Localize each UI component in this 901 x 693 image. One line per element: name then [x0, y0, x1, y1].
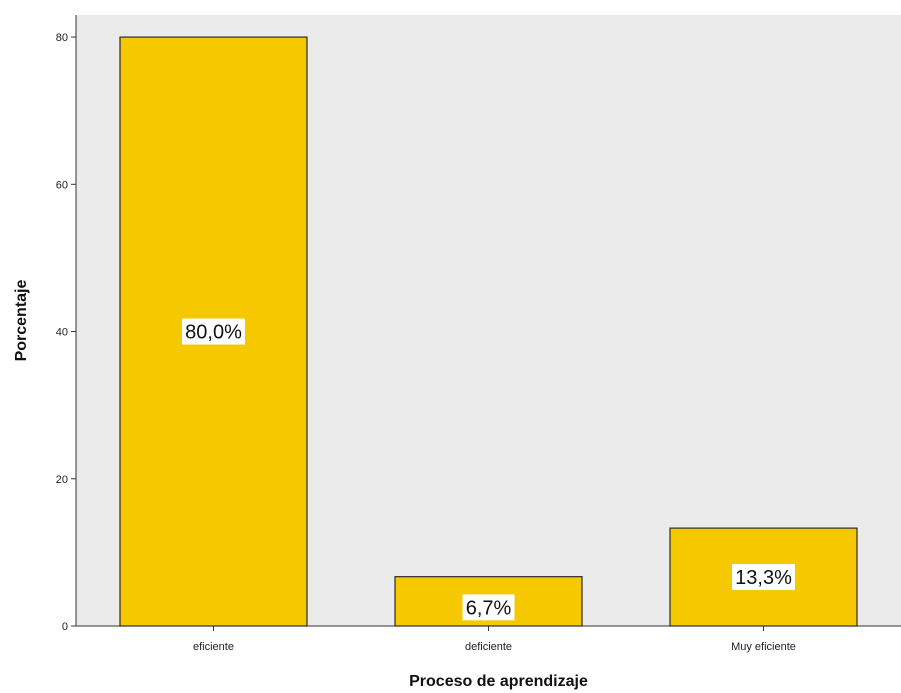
data-labels-group: 80,0% 6,7% 13,3%	[182, 318, 795, 621]
data-label-box	[182, 318, 245, 345]
y-tick-label: 60	[56, 179, 68, 191]
x-axis-title: Proceso de aprendizaje	[409, 673, 588, 690]
y-axis: 0 20 40 60 80	[56, 15, 77, 633]
x-tick-label: Muy eficiente	[731, 641, 796, 653]
bars-group	[119, 36, 858, 627]
x-axis: eficiente deficiente Muy eficiente	[76, 625, 901, 653]
data-label-box	[462, 594, 515, 621]
x-tick-label: deficiente	[465, 641, 512, 653]
data-label-box	[732, 564, 795, 591]
data-label: 80,0%	[185, 322, 242, 344]
data-label: 13,3%	[735, 567, 792, 589]
y-axis-title: Porcentaje	[13, 279, 30, 361]
y-tick-label: 0	[62, 621, 68, 633]
y-tick-label: 40	[56, 327, 68, 339]
y-tick-label: 20	[56, 474, 68, 486]
y-tick-label: 80	[56, 32, 68, 44]
data-label: 6,7%	[466, 597, 512, 619]
x-tick-label: eficiente	[193, 641, 234, 653]
